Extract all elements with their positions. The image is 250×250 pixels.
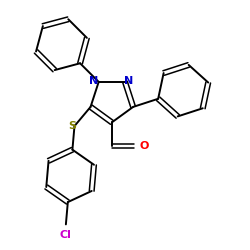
Text: Cl: Cl [60, 230, 72, 240]
Text: O: O [140, 141, 149, 151]
Text: S: S [68, 121, 76, 131]
Text: N: N [124, 76, 134, 86]
Text: N: N [89, 76, 99, 86]
